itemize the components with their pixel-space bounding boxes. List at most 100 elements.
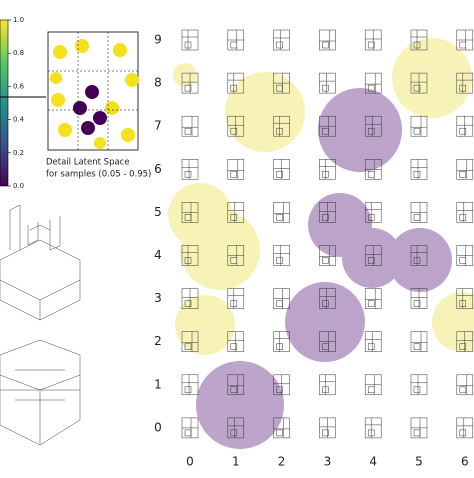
plan-room <box>322 429 329 437</box>
row-label: 9 <box>154 33 162 47</box>
plan-outline <box>456 202 474 223</box>
plan-room <box>459 84 467 92</box>
floor-plan <box>319 72 336 94</box>
floor-plan <box>273 72 290 94</box>
plan-room <box>184 257 192 264</box>
floor-plan <box>364 202 382 223</box>
plan-outline <box>319 288 336 309</box>
floor-plan <box>181 72 199 94</box>
floor-plan <box>273 417 290 439</box>
floor-plan <box>456 72 474 94</box>
plan-room <box>413 214 421 221</box>
floor-plan <box>456 288 474 309</box>
plan-outline <box>181 374 199 396</box>
floor-plan <box>410 72 428 94</box>
col-label: 1 <box>232 455 240 469</box>
plan-room <box>322 127 329 135</box>
col-label: 3 <box>324 455 332 469</box>
floor-plan <box>227 72 245 94</box>
plan-room <box>230 257 238 264</box>
colorbar-tick-label: 0.0 <box>13 182 24 190</box>
plan-room <box>367 300 375 307</box>
plan-room <box>413 84 421 92</box>
plan-room <box>184 343 192 350</box>
plan-room <box>459 343 467 350</box>
row-label: 6 <box>154 162 162 176</box>
plan-outline <box>319 159 336 180</box>
plan-room <box>230 171 238 178</box>
floor-plan <box>273 245 290 266</box>
plan-room <box>413 127 421 135</box>
plan-room <box>276 41 283 49</box>
floor-plan <box>410 374 428 396</box>
colorbar-tick-label: 0.2 <box>13 149 24 157</box>
plan-outline <box>181 245 199 266</box>
floor-plan <box>227 115 245 137</box>
plan-outline <box>410 245 428 266</box>
plan-room <box>276 386 283 394</box>
plan-room <box>322 41 329 49</box>
plan-room <box>413 171 421 178</box>
colorbar-tick-label: 0.8 <box>13 49 24 57</box>
plan-outline <box>364 115 382 137</box>
plan-outline <box>319 72 336 94</box>
floor-plan <box>181 245 199 266</box>
plan-room <box>367 429 375 437</box>
row-label: 0 <box>154 420 162 434</box>
plan-outline <box>273 245 290 266</box>
plan-room <box>184 127 192 135</box>
floor-plan <box>364 245 382 266</box>
plan-room <box>413 257 421 264</box>
plan-outline <box>456 417 474 439</box>
floor-plan <box>181 29 199 51</box>
plan-room <box>184 171 192 178</box>
plan-room <box>459 214 467 221</box>
plan-room <box>413 386 421 394</box>
plan-room <box>367 171 375 178</box>
floor-plan <box>456 202 474 223</box>
plan-outline <box>273 29 290 51</box>
row-label: 8 <box>154 76 162 90</box>
row-label: 4 <box>154 248 162 262</box>
floor-plan <box>456 417 474 439</box>
floor-plans <box>181 29 474 439</box>
plan-room <box>230 300 238 307</box>
row-label: 2 <box>154 334 162 348</box>
floor-plan <box>181 374 199 396</box>
floor-plan <box>319 29 336 51</box>
plan-outline <box>181 331 199 352</box>
floor-plan <box>227 417 245 439</box>
row-label: 7 <box>154 119 162 133</box>
plan-outline <box>273 331 290 352</box>
plan-room <box>230 214 238 221</box>
plan-room <box>276 257 283 264</box>
plan-room <box>322 84 329 92</box>
row-label: 3 <box>154 291 162 305</box>
plan-room <box>184 84 192 92</box>
plan-room <box>322 300 329 307</box>
plan-room <box>413 343 421 350</box>
floor-plan <box>227 159 245 180</box>
plan-outline <box>181 115 199 137</box>
plan-room <box>322 257 329 264</box>
colorbar-tick-label: 0.6 <box>13 82 25 90</box>
plan-room <box>367 127 375 135</box>
plan-outline <box>227 159 245 180</box>
plan-room <box>413 41 421 49</box>
floor-plan <box>364 288 382 309</box>
plan-room <box>367 41 375 49</box>
floor-plan <box>410 288 428 309</box>
floor-plan <box>227 331 245 352</box>
plan-room <box>322 386 329 394</box>
floor-plan <box>273 288 290 309</box>
plan-outline <box>410 374 428 396</box>
plan-outline <box>227 72 245 94</box>
plan-outline <box>181 159 199 180</box>
latent-blobs <box>168 38 474 449</box>
plan-room <box>367 257 375 264</box>
floor-plan <box>410 29 428 51</box>
plan-outline <box>410 159 428 180</box>
floor-plan <box>364 72 382 94</box>
floor-plan <box>273 29 290 51</box>
floor-plan <box>456 115 474 137</box>
